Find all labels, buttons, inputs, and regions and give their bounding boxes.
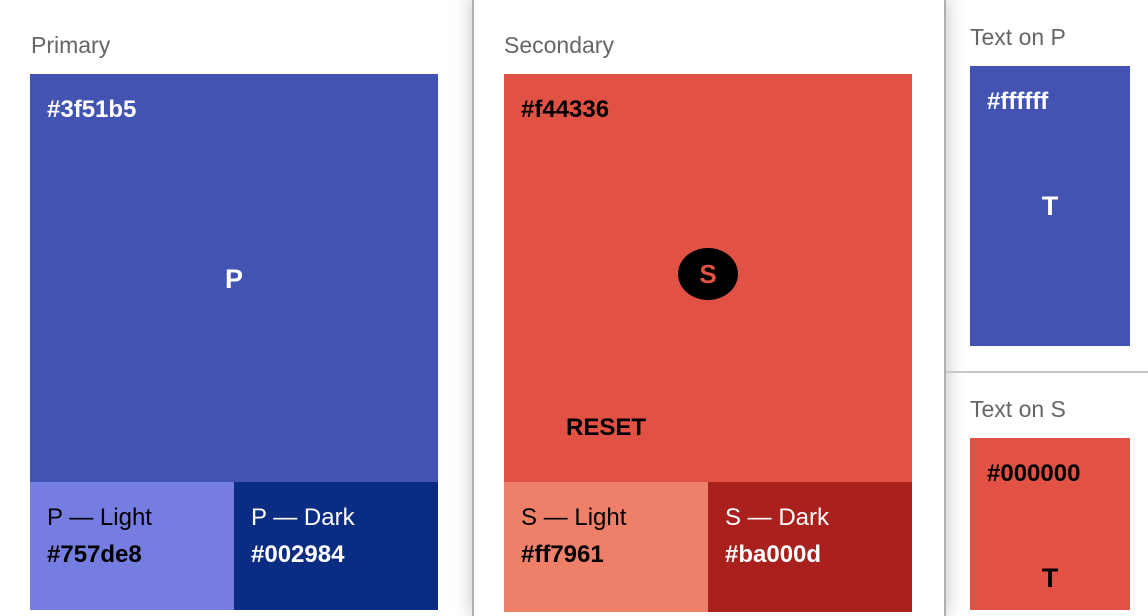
- secondary-swatch[interactable]: #f44336 S RESET: [504, 74, 912, 482]
- primary-dark-label: P — Dark: [251, 504, 355, 531]
- primary-swatch[interactable]: #3f51b5 P: [30, 74, 438, 482]
- text-on-s-hex: #000000: [987, 460, 1081, 487]
- text-on-s-title: Text on S: [970, 396, 1066, 422]
- secondary-card: Secondary #f44336 S RESET S — Light #ff7…: [472, 0, 946, 616]
- secondary-dark-label: S — Dark: [725, 504, 830, 531]
- primary-title: Primary: [31, 32, 111, 58]
- primary-dark-swatch[interactable]: P — Dark #002984: [234, 482, 438, 610]
- secondary-title: Secondary: [504, 32, 614, 58]
- primary-dark-hex: #002984: [251, 541, 345, 568]
- secondary-light-hex: #ff7961: [521, 541, 604, 568]
- secondary-dark-swatch[interactable]: S — Dark #ba000d: [708, 482, 912, 612]
- secondary-light-swatch[interactable]: S — Light #ff7961: [504, 482, 708, 612]
- text-on-s-swatch[interactable]: #000000 T: [970, 438, 1130, 610]
- primary-light-label: P — Light: [47, 504, 152, 531]
- primary-letter: P: [224, 264, 243, 294]
- text-on-p-hex: #ffffff: [987, 88, 1049, 115]
- secondary-fab-button[interactable]: S: [678, 248, 738, 300]
- secondary-dark-hex: #ba000d: [725, 541, 822, 568]
- primary-hex: #3f51b5: [47, 96, 137, 123]
- divider: [946, 371, 1148, 373]
- text-on-p-title: Text on P: [970, 24, 1066, 50]
- text-on-p-swatch[interactable]: #ffffff T: [970, 66, 1130, 346]
- primary-light-hex: #757de8: [47, 541, 142, 568]
- secondary-hex: #f44336: [521, 96, 610, 123]
- reset-button[interactable]: RESET: [566, 414, 647, 441]
- secondary-light-label: S — Light: [521, 504, 627, 531]
- text-on-s-letter: T: [1041, 563, 1059, 593]
- primary-light-swatch[interactable]: P — Light #757de8: [30, 482, 234, 610]
- text-on-p-letter: T: [1041, 191, 1059, 221]
